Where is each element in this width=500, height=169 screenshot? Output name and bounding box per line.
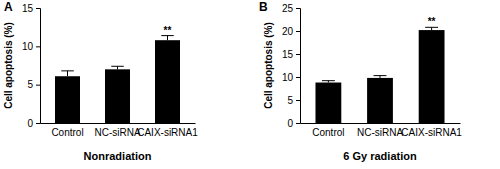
x-axis-line [41,123,196,124]
y-axis-line [296,9,301,124]
panel: B 0 5 10 15 20 25 Control NC-siRNACAIX-siRNA1 6 G… [259,0,462,162]
x-tick-label: CAIX-siRNA1 [137,127,198,138]
y-tick-mark [36,85,40,86]
y-tick-mark [36,123,40,124]
plot-area [55,36,180,123]
y-tick-mark [296,100,300,101]
bar [367,78,393,123]
plot-area [315,27,444,123]
bar [315,83,341,123]
y-tick-label: 0 [27,118,33,129]
y-tick-label: 15 [282,49,294,60]
y-tick: 0 [27,118,40,129]
y-axis-line [36,9,41,124]
y-tick-label: 0 [287,118,293,129]
y-tick: 5 [287,95,300,106]
y-axis: 0 5 10 15 [22,3,41,129]
y-tick-mark [296,31,300,32]
bar [105,69,130,123]
y-tick: 0 [287,118,300,129]
significance-annotation: ** [164,25,172,36]
error-bar [425,27,438,30]
y-tick: 25 [282,3,300,14]
y-axis-title: Cell apoptosis (%) [3,22,14,109]
y-tick-label: 20 [282,26,294,37]
y-tick-mark [36,46,40,47]
y-axis-title: Cell apoptosis (%) [263,22,274,109]
y-tick-mark [296,77,300,78]
y-tick-label: 5 [287,95,293,106]
y-tick-mark [36,8,40,9]
y-tick: 10 [22,41,40,52]
y-tick-mark [296,54,300,55]
figure: A051015ControlNC-siRNACAIX-siRNA1Nonradi… [0,0,500,169]
bar [55,76,80,123]
x-tick: NC-siRNA [94,123,140,138]
y-tick-label: 15 [22,3,34,14]
y-tick: 10 [282,72,300,83]
x-axis: Control NC-siRNACAIX-siRNA1 [41,123,199,138]
y-tick-mark [296,8,300,9]
x-axis-line [301,123,461,124]
y-tick-mark [296,123,300,124]
x-tick: Control [51,123,83,138]
x-tick: NC-siRNA [357,123,403,138]
error-bar [111,66,124,69]
x-tick-label: Control [312,127,344,138]
significance-annotation: ** [428,16,436,27]
y-tick: 15 [22,3,40,14]
error-bar [61,71,74,76]
y-axis: 0 5 10 15 20 25 [282,3,301,129]
bar [419,30,445,123]
y-tick-label: 10 [282,72,294,83]
y-tick-label: 5 [27,79,33,90]
x-tick: Control [312,123,344,138]
x-tick: CAIX-siRNA1 [401,123,462,138]
error-bar [161,36,174,41]
panel: A 0 5 10 15 Control NC-siRNACAIX-siRNA1 Nonradi… [3,0,198,162]
y-tick-label: 10 [22,41,34,52]
bar [155,40,180,123]
x-tick-label: CAIX-siRNA1 [401,127,462,138]
x-tick-label: NC-siRNA [357,127,403,138]
x-tick-label: NC-siRNA [94,127,140,138]
y-tick: 15 [282,49,300,60]
x-tick-label: Control [51,127,83,138]
y-tick: 20 [282,26,300,37]
error-bar [374,76,387,78]
panel-label: B [259,0,268,14]
y-tick-label: 25 [282,3,294,14]
panel-label: A [4,0,13,14]
x-axis-title: Nonradiation [84,150,152,162]
x-tick: CAIX-siRNA1 [137,123,198,138]
x-axis-title: 6 Gy radiation [343,150,417,162]
x-axis: Control NC-siRNACAIX-siRNA1 [301,123,463,138]
error-bar [322,81,335,83]
y-tick: 5 [27,79,40,90]
